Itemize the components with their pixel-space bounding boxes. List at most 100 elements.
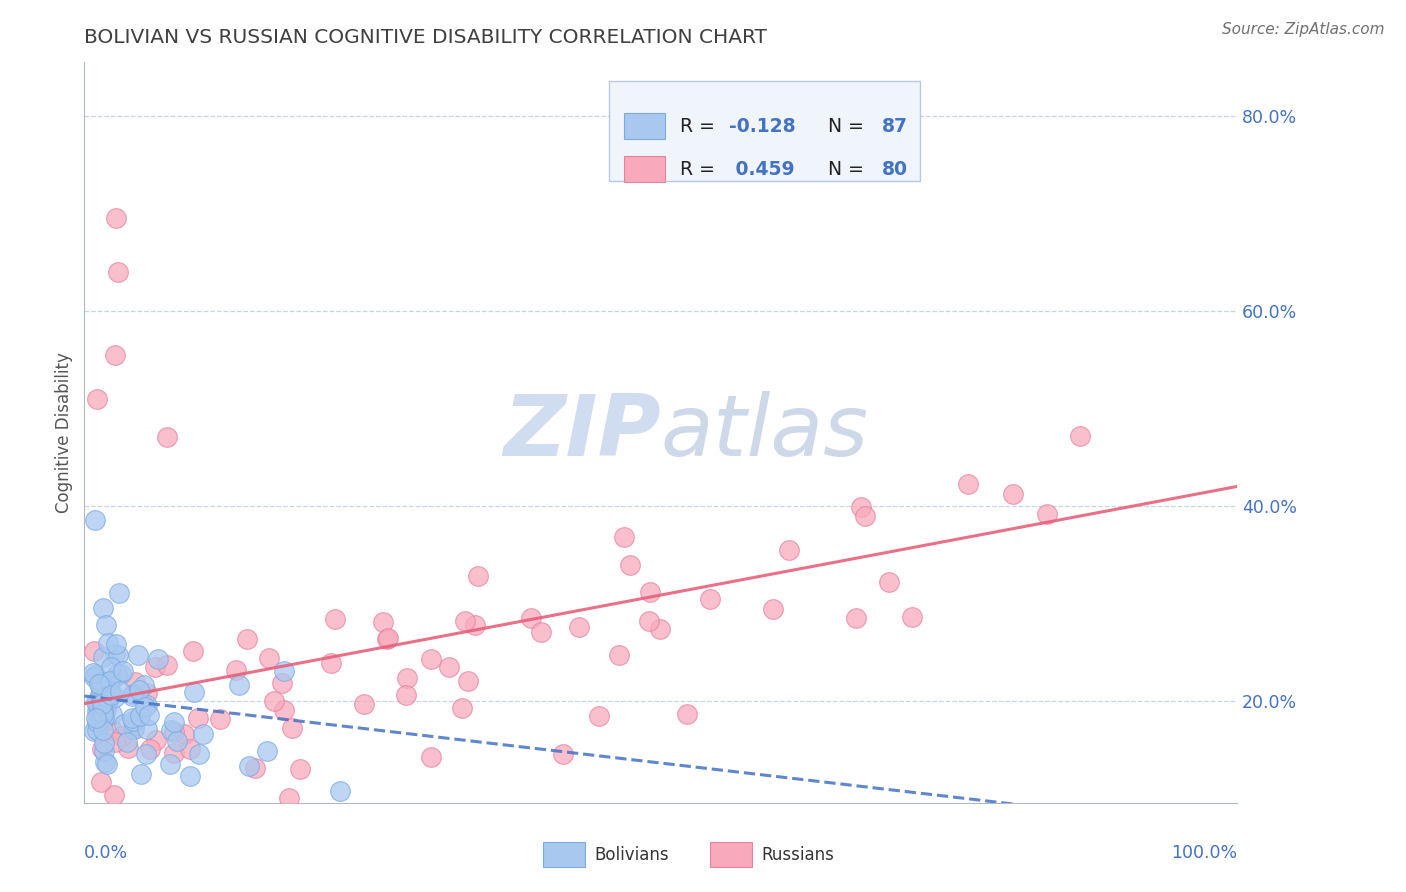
Point (104, 734, 127, 748)
Point (93, 710, 115, 724)
Point (108, 684, 131, 698)
Point (1001, 487, 1024, 501)
Point (419, 652, 441, 666)
Point (160, 723, 183, 737)
Point (375, 632, 398, 647)
FancyBboxPatch shape (609, 81, 921, 181)
Point (676, 706, 699, 721)
Point (90, 683, 112, 698)
Text: 0.459: 0.459 (728, 160, 794, 178)
Text: 80: 80 (882, 160, 908, 178)
Point (91, 697, 114, 711)
Point (377, 632, 399, 646)
Point (83, 668, 105, 682)
Point (146, 651, 169, 665)
Point (86, 704, 108, 718)
Point (181, 644, 204, 658)
Point (127, 648, 149, 662)
Text: -0.128: -0.128 (728, 117, 796, 136)
Point (849, 500, 872, 515)
Text: 0.0%: 0.0% (84, 844, 128, 862)
Point (86, 711, 108, 725)
Text: ZIP: ZIP (503, 391, 661, 475)
Point (94, 755, 117, 769)
Point (132, 677, 155, 691)
Point (957, 477, 980, 491)
Point (553, 747, 575, 761)
Point (373, 615, 395, 629)
Point (568, 620, 591, 634)
Point (179, 769, 201, 783)
Text: Bolivians: Bolivians (593, 846, 669, 863)
Point (97, 676, 120, 690)
Point (90, 674, 112, 689)
Point (98, 673, 121, 688)
Point (93, 704, 115, 718)
Point (122, 719, 145, 733)
Text: 87: 87 (882, 117, 908, 136)
Point (845, 611, 868, 625)
Point (105, 666, 128, 681)
Point (699, 592, 721, 607)
Point (83, 670, 105, 684)
Point (122, 714, 145, 728)
Point (129, 766, 152, 780)
Point (110, 666, 132, 681)
Point (467, 569, 489, 583)
Point (395, 671, 418, 685)
Point (638, 585, 661, 599)
Text: Source: ZipAtlas.com: Source: ZipAtlas.com (1222, 22, 1385, 37)
Point (91, 707, 114, 722)
Point (238, 759, 260, 773)
Point (454, 615, 477, 629)
Point (159, 757, 181, 772)
Point (273, 664, 295, 678)
Text: R =: R = (681, 117, 721, 136)
Point (89, 689, 111, 703)
Point (762, 602, 785, 616)
Point (100, 688, 122, 702)
Point (419, 750, 441, 764)
Point (648, 623, 671, 637)
Text: BOLIVIAN VS RUSSIAN COGNITIVE DISABILITY CORRELATION CHART: BOLIVIAN VS RUSSIAN COGNITIVE DISABILITY… (84, 28, 768, 47)
Point (93, 650, 115, 665)
Point (173, 727, 195, 741)
Point (191, 727, 214, 741)
Point (87, 700, 110, 714)
Point (86, 392, 108, 406)
Point (101, 707, 124, 722)
Point (91, 601, 114, 615)
Point (613, 530, 636, 544)
Point (96, 698, 118, 712)
Point (135, 747, 157, 761)
Point (263, 694, 285, 708)
Point (353, 697, 375, 711)
Point (225, 663, 247, 677)
Point (84, 695, 107, 709)
Point (156, 658, 179, 673)
Point (91, 693, 114, 707)
Point (90, 742, 112, 756)
Point (288, 762, 311, 776)
Point (97, 636, 120, 650)
Point (90, 677, 112, 691)
Text: N =: N = (817, 117, 870, 136)
Point (245, 761, 267, 775)
Point (135, 722, 157, 736)
Point (87, 700, 110, 714)
FancyBboxPatch shape (624, 112, 665, 139)
Point (124, 675, 146, 690)
Point (1035, 507, 1057, 521)
Point (228, 678, 250, 692)
Point (122, 723, 145, 737)
Point (93, 681, 115, 696)
Point (90, 775, 112, 789)
Point (115, 734, 138, 748)
Point (155, 430, 177, 444)
Point (609, 648, 631, 662)
Point (163, 724, 186, 739)
Point (166, 734, 188, 748)
Point (121, 689, 143, 703)
Point (273, 703, 295, 717)
Point (270, 676, 292, 690)
